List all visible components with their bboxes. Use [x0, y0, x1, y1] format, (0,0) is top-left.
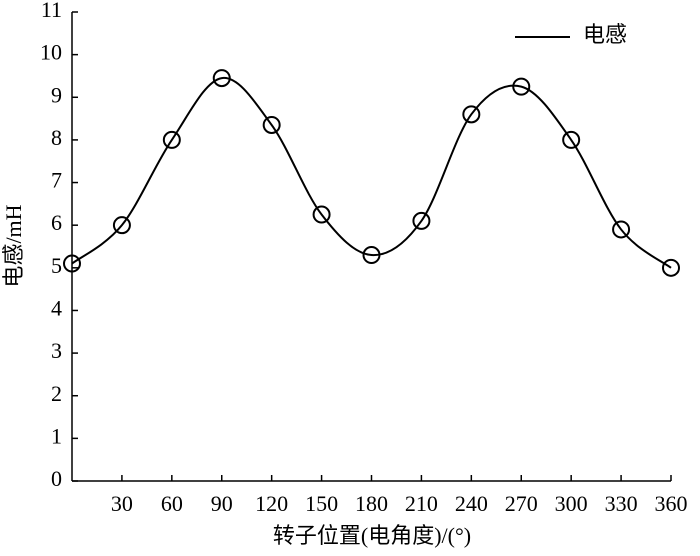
marker — [662, 258, 680, 277]
y-tick-label: 2 — [51, 381, 62, 406]
marker — [162, 130, 181, 149]
y-tick-label: 7 — [51, 168, 62, 193]
legend-label: 电感 — [583, 22, 627, 47]
marker — [612, 220, 631, 239]
y-tick-label: 1 — [51, 423, 62, 448]
y-tick-label: 9 — [51, 82, 62, 107]
marker — [462, 105, 481, 124]
x-tick-label: 300 — [555, 491, 588, 516]
marker — [562, 130, 581, 149]
x-tick-label: 210 — [405, 491, 438, 516]
marker — [212, 69, 231, 88]
y-axis-title: 电感/mH — [1, 204, 26, 287]
marker — [312, 205, 331, 224]
y-tick-label: 10 — [40, 40, 62, 65]
line — [71, 77, 672, 269]
marker — [412, 211, 431, 230]
y-tick-label: 3 — [51, 338, 62, 363]
x-tick-label: 240 — [455, 491, 488, 516]
marker — [262, 115, 281, 134]
y-tick-label: 6 — [51, 210, 62, 235]
x-tick-label: 150 — [305, 491, 338, 516]
y-tick-label: 5 — [51, 253, 62, 278]
marker — [63, 254, 81, 273]
x-tick-label: 60 — [161, 491, 183, 516]
x-tick-label: 360 — [655, 491, 688, 516]
x-tick-label: 30 — [111, 491, 133, 516]
marker — [362, 246, 381, 265]
marker — [112, 216, 131, 235]
y-tick-label: 11 — [41, 0, 62, 22]
marker — [512, 77, 531, 96]
x-axis-title: 转子位置(电角度)/(°) — [273, 523, 471, 548]
y-tick-label: 0 — [51, 466, 62, 491]
x-tick-label: 120 — [255, 491, 288, 516]
x-tick-label: 270 — [505, 491, 538, 516]
y-tick-label: 4 — [51, 296, 62, 321]
x-tick-label: 180 — [355, 491, 388, 516]
x-tick-label: 330 — [605, 491, 638, 516]
x-tick-label: 90 — [211, 491, 233, 516]
y-tick-label: 8 — [51, 125, 62, 150]
